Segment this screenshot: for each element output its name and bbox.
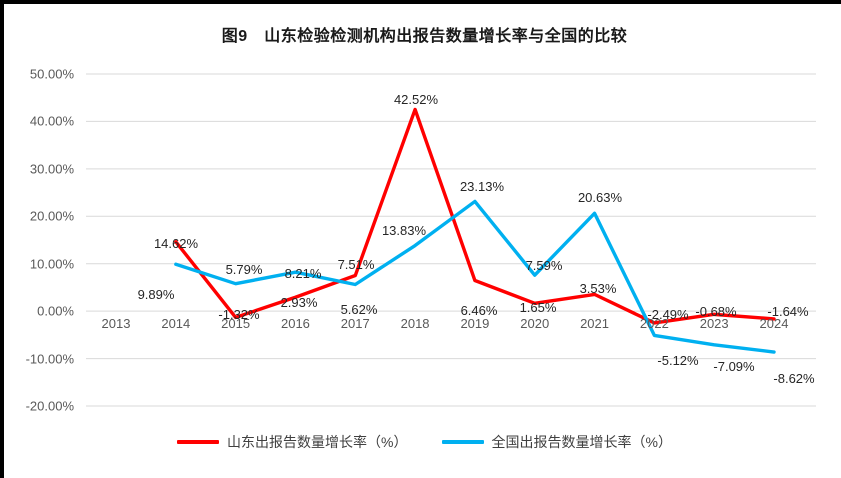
y-axis-tick-label: 0.00% xyxy=(37,303,74,319)
legend-line-swatch-icon xyxy=(441,440,484,444)
data-label-national: -8.62% xyxy=(773,371,815,386)
chart-legend: 山东出报告数量增长率（%） 全国出报告数量增长率（%） xyxy=(4,432,841,452)
data-label-shandong: 7.51% xyxy=(337,257,375,272)
x-axis-tick-label: 2015 xyxy=(221,316,251,331)
legend-label: 山东出报告数量增长率（%） xyxy=(227,434,408,450)
x-axis-tick-label: 2014 xyxy=(161,316,191,331)
y-axis-tick-label: 30.00% xyxy=(29,161,74,177)
x-axis-tick-label: 2017 xyxy=(340,316,370,331)
data-label-national: 9.89% xyxy=(137,287,175,302)
data-label-national: -7.09% xyxy=(713,359,755,374)
series-lines xyxy=(174,107,776,354)
data-label-national: 20.63% xyxy=(577,190,623,205)
data-label-shandong: -2.49% xyxy=(647,307,689,322)
x-axis-tick-label: 2021 xyxy=(580,316,609,331)
data-label-national: 13.83% xyxy=(381,223,427,238)
x-axis-tick-label: 2013 xyxy=(101,316,131,331)
y-axis-tick-label: 10.00% xyxy=(29,256,74,272)
data-label-shandong: 2.93% xyxy=(280,295,318,310)
x-axis-tick-label: 2016 xyxy=(280,316,310,331)
y-axis-tick-label: -20.00% xyxy=(25,398,74,414)
legend-line-swatch-icon xyxy=(177,440,220,444)
series-line-shandong xyxy=(174,107,776,325)
x-axis-tick-label: 2020 xyxy=(520,316,550,331)
data-label-shandong: -1.32% xyxy=(218,307,260,322)
data-label-national: 7.59% xyxy=(525,258,563,273)
series-line-national xyxy=(174,199,776,354)
x-axis-tick-label: 2019 xyxy=(460,316,490,331)
chart-title: 图9 山东检验检测机构出报告数量增长率与全国的比较 xyxy=(221,28,628,45)
data-label-shandong: 6.46% xyxy=(460,303,498,318)
legend-label: 全国出报告数量增长率（%） xyxy=(491,434,672,450)
y-axis-tick-label: 20.00% xyxy=(29,208,74,224)
legend-item-national[interactable]: 全国出报告数量增长率（%） xyxy=(441,432,672,452)
x-axis-tick-label: 2024 xyxy=(759,316,789,331)
data-label-national: -5.12% xyxy=(657,353,699,368)
y-axis-tick-label: -10.00% xyxy=(25,351,74,367)
data-label-shandong: 14.62% xyxy=(153,236,199,251)
x-axis-tick-label: 2018 xyxy=(400,316,430,331)
legend-item-shandong[interactable]: 山东出报告数量增长率（%） xyxy=(177,432,408,452)
data-label-national: 23.13% xyxy=(459,179,505,194)
data-label-shandong: 1.65% xyxy=(519,300,557,315)
y-axis-tick-label: 50.00% xyxy=(29,66,74,82)
line-chart-plot xyxy=(86,73,816,407)
data-label-national: 5.79% xyxy=(225,262,263,277)
data-label-shandong: -0.68% xyxy=(695,304,737,319)
data-label-national: 8.21% xyxy=(284,266,322,281)
data-label-shandong: 3.53% xyxy=(579,281,617,296)
data-label-shandong: 42.52% xyxy=(393,92,439,107)
x-axis-tick-label: 2022 xyxy=(639,316,669,331)
data-label-national: 5.62% xyxy=(340,302,378,317)
data-label-shandong: -1.64% xyxy=(767,304,809,319)
x-axis-tick-label: 2023 xyxy=(699,316,729,331)
y-axis-tick-label: 40.00% xyxy=(29,113,74,129)
